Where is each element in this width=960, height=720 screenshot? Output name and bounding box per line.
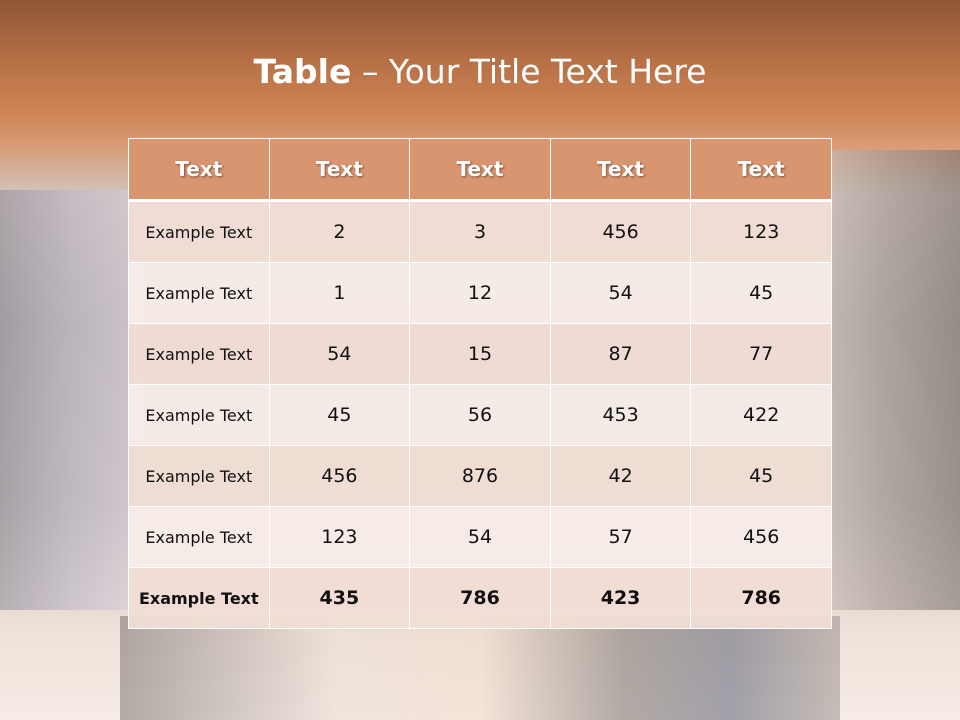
- table-cell: 45: [690, 262, 832, 324]
- table-cell: 54: [409, 506, 551, 568]
- table-row: Example Text 1 12 54 45: [128, 262, 832, 324]
- row-label: Example Text: [128, 384, 270, 446]
- table-row: Example Text 54 15 87 77: [128, 323, 832, 385]
- table-cell: 453: [549, 384, 692, 446]
- table-cell: 422: [690, 384, 832, 446]
- table-cell: 2: [268, 200, 411, 263]
- table-cell: 456: [690, 506, 832, 568]
- row-label: Example Text: [128, 262, 270, 324]
- table-cell: 423: [549, 567, 692, 629]
- table-cell: 786: [690, 567, 832, 629]
- background-photo-right: [830, 150, 960, 610]
- table-row: Example Text 123 54 57 456: [128, 506, 832, 568]
- table-cell: 123: [690, 200, 832, 263]
- table-cell: 54: [268, 323, 411, 385]
- data-table: Text Text Text Text Text Example Text 2 3 456 12…: [128, 138, 832, 629]
- table-cell: 45: [268, 384, 411, 446]
- background-photo-bottom: [120, 616, 840, 720]
- row-label: Example Text: [128, 323, 270, 385]
- title-rest: – Your Title Text Here: [351, 52, 707, 91]
- table-row: Example Text 2 3 456 123: [128, 200, 832, 263]
- table-cell: 45: [690, 445, 832, 507]
- background-photo-left: [0, 190, 140, 610]
- title-bold: Table: [253, 52, 352, 91]
- column-header: Text: [690, 138, 832, 202]
- table-cell: 42: [549, 445, 692, 507]
- row-label: Example Text: [128, 200, 270, 263]
- table-cell: 786: [409, 567, 551, 629]
- table-cell: 15: [409, 323, 551, 385]
- table-cell: 56: [409, 384, 551, 446]
- table-cell: 3: [409, 200, 551, 263]
- column-header: Text: [128, 138, 270, 202]
- row-label: Example Text: [128, 567, 270, 629]
- column-header: Text: [268, 138, 411, 202]
- header-row: Text Text Text Text Text: [128, 138, 832, 202]
- table-cell: 456: [549, 200, 692, 263]
- table-cell: 77: [690, 323, 832, 385]
- row-label: Example Text: [128, 506, 270, 568]
- table-cell: 87: [549, 323, 692, 385]
- table-cell: 12: [409, 262, 551, 324]
- column-header: Text: [409, 138, 551, 202]
- table-cell: 456: [268, 445, 411, 507]
- column-header: Text: [549, 138, 692, 202]
- slide-title: Table – Your Title Text Here: [0, 52, 960, 91]
- table-cell: 57: [549, 506, 692, 568]
- table-cell: 54: [549, 262, 692, 324]
- table-row: Example Text 456 876 42 45: [128, 445, 832, 507]
- table-cell: 876: [409, 445, 551, 507]
- table-cell: 435: [268, 567, 411, 629]
- table-row: Example Text 45 56 453 422: [128, 384, 832, 446]
- total-row: Example Text 435 786 423 786: [128, 567, 832, 629]
- row-label: Example Text: [128, 445, 270, 507]
- table-cell: 1: [268, 262, 411, 324]
- table-cell: 123: [268, 506, 411, 568]
